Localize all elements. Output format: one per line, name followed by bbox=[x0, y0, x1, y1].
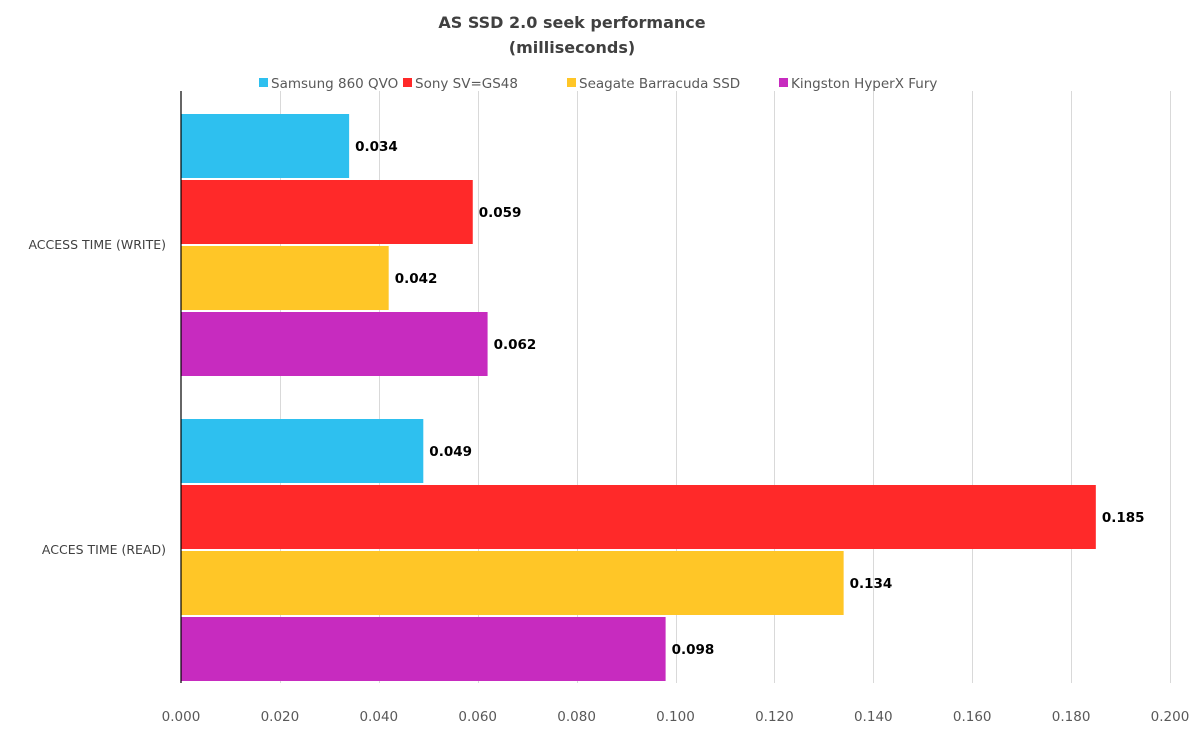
category-label-0: ACCESS TIME (WRITE) bbox=[28, 237, 166, 252]
category-label-1: ACCES TIME (READ) bbox=[42, 542, 166, 557]
bar-0-1 bbox=[181, 180, 473, 244]
x-tick-label-1: 0.020 bbox=[261, 709, 300, 725]
bar-1-1 bbox=[181, 485, 1096, 549]
x-tick-label-10: 0.200 bbox=[1151, 709, 1190, 725]
data-label-1-3: 0.098 bbox=[672, 642, 715, 658]
x-tick-label-8: 0.160 bbox=[953, 709, 992, 725]
legend-label-1: Sony SV=GS48 bbox=[415, 76, 518, 92]
x-tick-label-2: 0.040 bbox=[359, 709, 398, 725]
legend-label-0: Samsung 860 QVO bbox=[271, 76, 398, 92]
legend: Samsung 860 QVO Sony SV=GS48 Seagate Barra… bbox=[259, 76, 937, 92]
legend-swatch-2 bbox=[567, 78, 576, 87]
data-label-1-1: 0.185 bbox=[1102, 510, 1145, 526]
x-tick-label-4: 0.080 bbox=[557, 709, 596, 725]
x-tick-label-7: 0.140 bbox=[854, 709, 893, 725]
data-label-1-2: 0.134 bbox=[850, 576, 893, 592]
bar-1-0 bbox=[181, 419, 424, 483]
data-label-0-1: 0.059 bbox=[479, 205, 522, 221]
legend-swatch-3 bbox=[779, 78, 788, 87]
bar-0-2 bbox=[181, 246, 389, 310]
chart-title-line-2: (milliseconds) bbox=[509, 38, 635, 57]
x-tick-label-9: 0.180 bbox=[1052, 709, 1091, 725]
legend-swatch-1 bbox=[403, 78, 412, 87]
x-tick-label-5: 0.100 bbox=[656, 709, 695, 725]
data-labels: 0.034 0.059 0.042 0.062 0.049 0.185 0.134 0.098 bbox=[355, 139, 1144, 658]
chart-title-line-1: AS SSD 2.0 seek performance bbox=[438, 13, 705, 32]
bar-1-3 bbox=[181, 617, 666, 681]
bars bbox=[181, 114, 1096, 681]
bar-0-3 bbox=[181, 312, 488, 376]
x-tick-label-6: 0.120 bbox=[755, 709, 794, 725]
data-label-0-0: 0.034 bbox=[355, 139, 398, 155]
bar-1-2 bbox=[181, 551, 844, 615]
category-labels: ACCESS TIME (WRITE) ACCES TIME (READ) bbox=[28, 237, 166, 557]
x-tick-label-0: 0.000 bbox=[162, 709, 201, 725]
data-label-0-3: 0.062 bbox=[494, 337, 537, 353]
x-axis-tick-labels: 0.000 0.020 0.040 0.060 0.080 0.100 0.120 0.140… bbox=[162, 709, 1190, 725]
data-label-0-2: 0.042 bbox=[395, 271, 438, 287]
legend-swatch-0 bbox=[259, 78, 268, 87]
legend-label-2: Seagate Barracuda SSD bbox=[579, 76, 740, 92]
data-label-1-0: 0.049 bbox=[429, 444, 472, 460]
bar-0-0 bbox=[181, 114, 350, 178]
legend-label-3: Kingston HyperX Fury bbox=[791, 76, 937, 92]
x-tick-label-3: 0.060 bbox=[458, 709, 497, 725]
